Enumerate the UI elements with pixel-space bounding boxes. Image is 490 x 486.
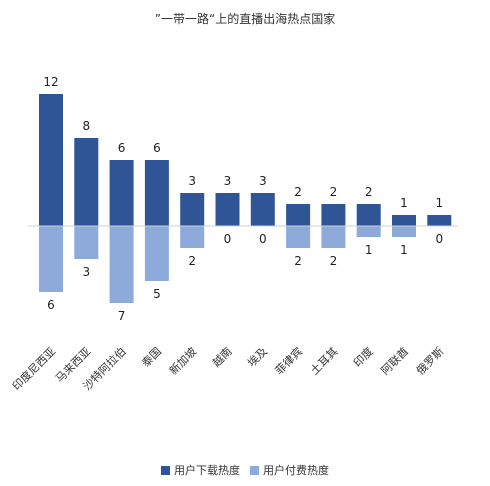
category-label-6: 埃及 [244, 344, 269, 369]
data-label-payments-3: 5 [153, 287, 161, 301]
bar-payments-7 [286, 226, 311, 248]
legend-item-downloads: 用户下载热度 [161, 462, 240, 478]
data-label-downloads-5: 3 [224, 174, 232, 188]
data-label-payments-10: 1 [400, 243, 408, 257]
data-label-downloads-9: 2 [365, 185, 373, 199]
category-label-9: 印度 [350, 344, 375, 369]
data-label-payments-7: 2 [294, 254, 302, 268]
bar-downloads-6 [250, 193, 275, 226]
bar-downloads-7 [286, 204, 311, 226]
bar-payments-9 [356, 226, 381, 237]
bar-payments-1 [74, 226, 99, 259]
data-label-downloads-3: 6 [153, 141, 161, 155]
category-label-0: 印度尼西亚 [9, 344, 58, 393]
category-label-8: 土耳其 [308, 345, 341, 378]
bar-downloads-2 [109, 160, 134, 226]
bar-downloads-4 [180, 193, 205, 226]
data-label-downloads-10: 1 [400, 196, 408, 210]
data-label-downloads-0: 12 [43, 75, 58, 89]
data-label-payments-2: 7 [118, 309, 126, 323]
bar-downloads-11 [427, 215, 452, 226]
bar-payments-3 [144, 226, 169, 281]
data-label-downloads-4: 3 [188, 174, 196, 188]
category-label-5: 越南 [209, 344, 234, 369]
bar-downloads-1 [74, 138, 99, 226]
bar-downloads-3 [144, 160, 169, 226]
data-label-payments-9: 1 [365, 243, 373, 257]
legend-swatch-downloads [161, 465, 170, 475]
data-label-downloads-1: 8 [82, 119, 90, 133]
bar-payments-4 [180, 226, 205, 248]
bar-downloads-10 [392, 215, 416, 226]
bar-payments-0 [39, 226, 63, 292]
bar-payments-2 [109, 226, 134, 303]
bar-downloads-5 [215, 193, 240, 226]
legend: 用户下载热度 用户付费热度 [0, 462, 490, 478]
bar-downloads-9 [356, 204, 381, 226]
category-label-3: 泰国 [139, 344, 164, 369]
data-label-payments-4: 2 [188, 254, 196, 268]
legend-item-payments: 用户付费热度 [250, 462, 329, 478]
bar-downloads-0 [39, 94, 63, 226]
category-label-10: 阿联酋 [378, 344, 411, 377]
data-label-downloads-7: 2 [294, 185, 302, 199]
data-label-downloads-6: 3 [259, 174, 267, 188]
data-label-payments-8: 2 [330, 254, 338, 268]
bar-payments-8 [321, 226, 346, 248]
category-label-7: 菲律宾 [272, 344, 305, 377]
data-label-payments-0: 6 [47, 298, 55, 312]
legend-label-payments: 用户付费热度 [263, 464, 329, 477]
data-label-downloads-8: 2 [330, 185, 338, 199]
category-label-11: 俄罗斯 [414, 345, 447, 378]
data-label-downloads-2: 6 [118, 141, 126, 155]
bar-payments-10 [392, 226, 416, 237]
data-label-payments-6: 0 [259, 232, 267, 246]
bar-downloads-8 [321, 204, 346, 226]
data-label-payments-5: 0 [224, 232, 232, 246]
data-label-downloads-11: 1 [435, 196, 443, 210]
data-label-payments-11: 0 [435, 232, 443, 246]
legend-swatch-payments [250, 465, 259, 475]
chart-title: ”一带一路“上的直播出海热点国家 [154, 12, 336, 26]
data-label-payments-1: 3 [82, 265, 90, 279]
legend-label-downloads: 用户下载热度 [174, 464, 240, 477]
category-label-4: 新加坡 [166, 344, 199, 377]
